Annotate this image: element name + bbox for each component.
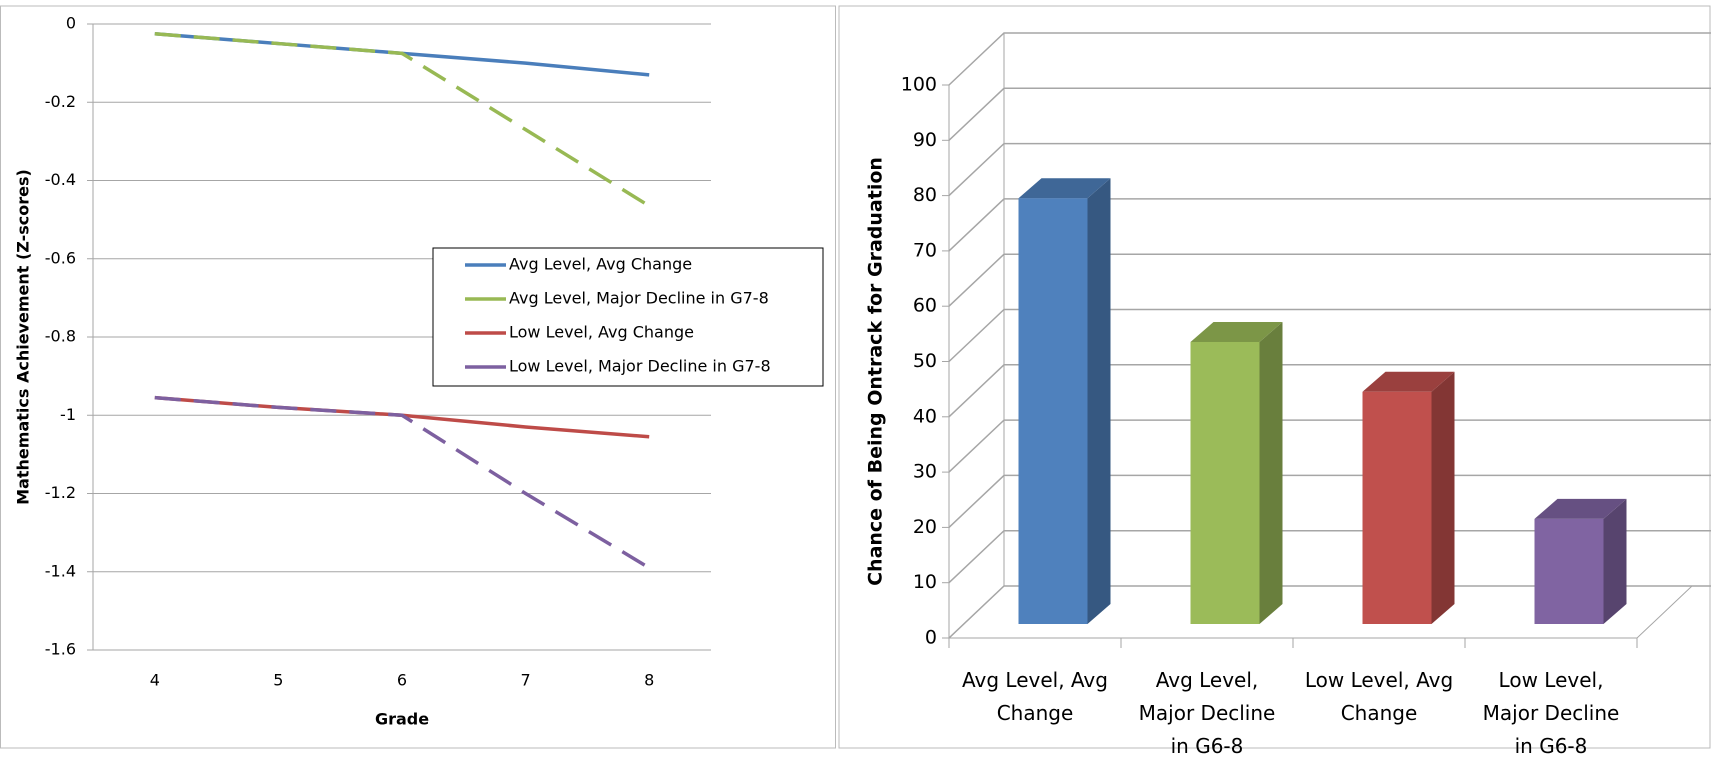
y-tick-label: 90: [913, 129, 937, 151]
bar: [1534, 518, 1604, 624]
x-axis-title: Grade: [375, 710, 429, 729]
bar-side: [1259, 321, 1283, 624]
x-tick-label: 7: [521, 671, 531, 690]
grid-line: [948, 585, 1711, 639]
bar-side: [1431, 371, 1455, 624]
series-line: [154, 32, 651, 208]
grid-line: [948, 198, 1711, 252]
bar-side: [1603, 498, 1627, 624]
y-axis-title: Mathematics Achievement (Z-scores): [14, 169, 33, 505]
y-tick-label: -1: [60, 405, 76, 424]
bar: [1190, 341, 1260, 624]
y-tick-label: 20: [913, 516, 937, 538]
y-tick-label: 100: [901, 74, 937, 96]
y-tick-label: 40: [913, 405, 937, 427]
right-panel: [838, 5, 1711, 749]
y-tick-label: 60: [913, 295, 937, 317]
x-tick-label: 6: [397, 671, 407, 690]
y-tick-label: -1.4: [45, 561, 76, 580]
bar-top: [1534, 498, 1627, 519]
y-tick-label: 80: [913, 184, 937, 206]
legend-label: Avg Level, Avg Change: [509, 255, 692, 274]
grid-line: [948, 474, 1711, 528]
y-tick-label: -0.6: [45, 248, 76, 267]
bar-side: [1087, 178, 1111, 624]
grid-line: [948, 253, 1711, 307]
grid-line: [948, 419, 1711, 473]
grid-line: [948, 364, 1711, 418]
legend-label: Avg Level, Major Decline in G7-8: [509, 289, 769, 308]
x-tick-label: 4: [150, 671, 160, 690]
x-tick-label: Low Level, Major Decline in G6-8: [1482, 668, 1620, 758]
y-tick-label: 50: [913, 350, 937, 372]
y-tick-label: -1.6: [45, 640, 76, 659]
y-tick-label: 30: [913, 461, 937, 483]
bar: [1362, 391, 1432, 624]
bar: [1018, 198, 1088, 624]
legend-label: Low Level, Major Decline in G7-8: [509, 357, 771, 376]
y-tick-label: -0.4: [45, 170, 76, 189]
y-tick-label: 70: [913, 239, 937, 261]
bar-top: [1190, 321, 1283, 342]
y-axis-title: Chance of Being Ontrack for Graduation: [865, 157, 887, 586]
y-tick-label: -1.2: [45, 483, 76, 502]
y-tick-label: 0: [66, 14, 76, 33]
grid-line: [948, 87, 1711, 141]
y-tick-label: -0.8: [45, 327, 76, 346]
x-tick-label: Low Level, Avg Change: [1304, 668, 1454, 725]
y-tick-label: 0: [925, 627, 937, 649]
x-tick-label: Avg Level, Avg Change: [962, 668, 1108, 725]
bar-top: [1362, 371, 1455, 392]
y-tick-label: 10: [913, 571, 937, 593]
y-tick-label: -0.2: [45, 92, 76, 111]
grid-line: [948, 529, 1711, 584]
x-tick-label: Avg Level, Major Decline in G6-8: [1138, 668, 1276, 758]
grid-line: [948, 308, 1711, 363]
series-line: [154, 395, 651, 570]
grid-line: [948, 32, 1711, 86]
x-tick-label: 5: [273, 671, 283, 690]
left-panel: [0, 5, 836, 749]
x-tick-label: 8: [644, 671, 654, 690]
bar-top: [1018, 178, 1111, 199]
legend-label: Low Level, Avg Change: [509, 323, 694, 342]
legend-box: [432, 247, 824, 387]
grid-line: [948, 142, 1711, 197]
